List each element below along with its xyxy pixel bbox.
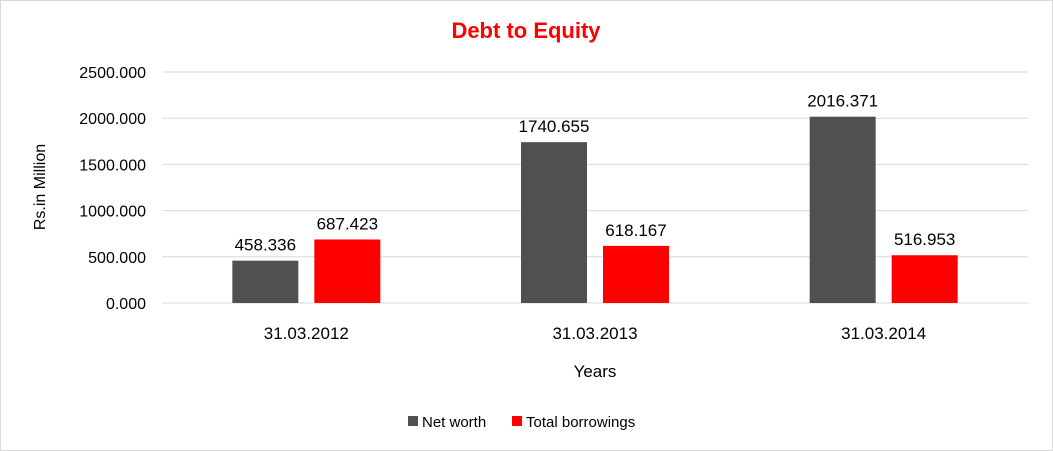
- bar-total-borrowings: [603, 245, 669, 303]
- y-tick-label: 2000.000: [79, 111, 146, 128]
- bar-total-borrowings: [314, 239, 381, 303]
- legend-swatch: [512, 416, 522, 426]
- data-label: 516.953: [894, 230, 955, 249]
- bars: [232, 116, 958, 303]
- y-tick-label: 500.000: [88, 250, 146, 267]
- bar-net-worth: [521, 142, 587, 303]
- x-axis-label: Years: [574, 362, 617, 381]
- legend: Net worth Total borrowings: [408, 414, 635, 431]
- data-label: 458.336: [235, 236, 296, 255]
- y-tick-label: 2500.000: [79, 65, 146, 82]
- x-tick-label: 31.03.2014: [841, 324, 926, 343]
- data-label: 1740.655: [519, 117, 590, 136]
- x-tick-label: 31.03.2013: [552, 324, 637, 343]
- y-axis-label: Rs.in Million: [32, 144, 49, 230]
- legend-label: Net worth: [422, 414, 486, 431]
- bar-total-borrowings: [891, 255, 958, 303]
- y-tick-label: 0.000: [106, 296, 146, 313]
- y-tick-label: 1000.000: [79, 204, 146, 221]
- legend-label: Total borrowings: [526, 414, 635, 431]
- x-tick-label: 31.03.2012: [264, 324, 349, 343]
- bar-net-worth: [809, 116, 876, 303]
- chart-title: Debt to Equity: [451, 18, 601, 43]
- bar-net-worth: [232, 260, 299, 303]
- legend-swatch: [408, 416, 418, 426]
- data-labels: 458.336 687.423 1740.655 618.167 2016.371 516…: [235, 92, 956, 255]
- data-label: 618.167: [605, 221, 666, 240]
- data-label: 687.423: [317, 214, 378, 233]
- gridlines: [162, 71, 1028, 304]
- y-axis-ticks: 0.000 500.000 1000.000 1500.000 2000.000 2500…: [79, 65, 146, 313]
- x-axis-ticks: 31.03.2012 31.03.2013 31.03.2014: [264, 324, 926, 343]
- y-tick-label: 1500.000: [79, 157, 146, 174]
- data-label: 2016.371: [807, 92, 878, 111]
